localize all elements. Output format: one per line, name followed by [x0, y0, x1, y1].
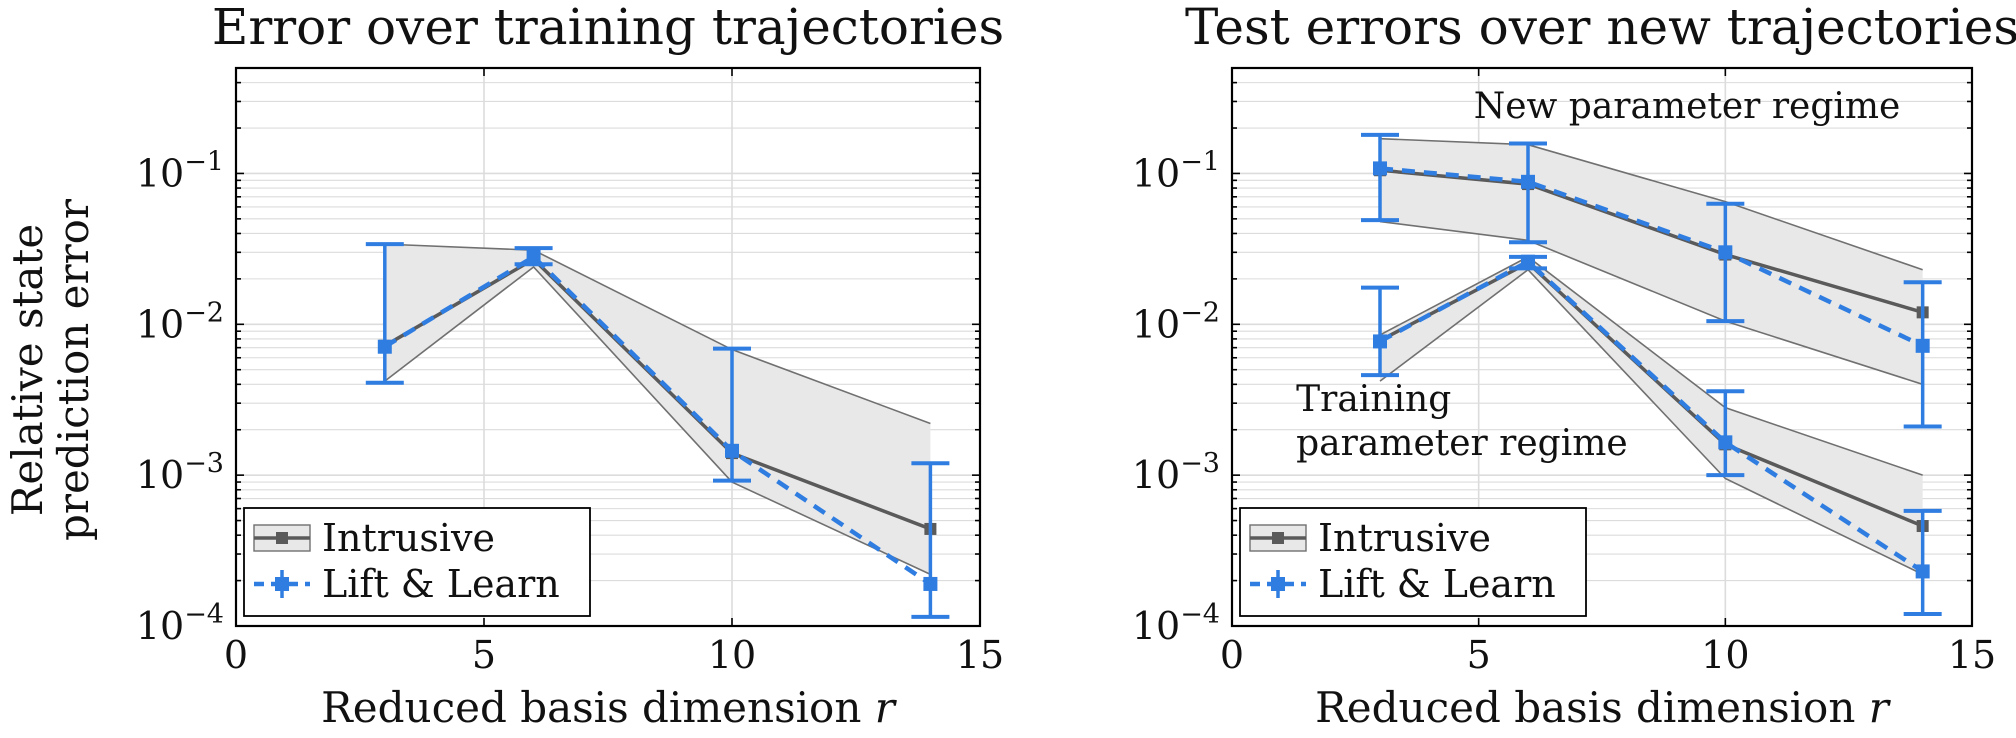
intrusive-band	[1380, 138, 1923, 385]
lift-learn-marker	[1718, 245, 1733, 260]
y-tick-label: 10−2	[136, 297, 224, 346]
lift-learn-line	[1379, 166, 1924, 348]
legend-intrusive-marker	[276, 532, 288, 544]
lift-learn-marker	[1915, 338, 1930, 353]
lift-learn-marker	[1521, 254, 1535, 269]
chart-title: Error over training trajectories	[212, 0, 1004, 56]
y-tick-label: 10−4	[136, 599, 224, 648]
intrusive-band-lower-edge	[1379, 220, 1923, 386]
chart-training: 10−4 10−3 10−2 10−1 0 5 10 15 Error over trainin…	[136, 0, 1004, 732]
chart-test: 10−4 10−3 10−2 10−1 0 5 10 15 Test errors over n…	[1132, 0, 2016, 732]
intrusive-band-upper-edge	[1379, 255, 1923, 476]
y-axis-label-line-2: prediction error	[49, 198, 98, 541]
lift-learn-marker	[923, 576, 938, 591]
lift-learn-marker	[725, 443, 739, 458]
legend-lift-learn-marker	[275, 577, 289, 591]
intrusive-band	[384, 244, 931, 575]
x-tick-label: 10	[708, 633, 756, 677]
legend-lift-learn-label: Lift & Learn	[322, 562, 560, 606]
lift-learn-marker	[1915, 564, 1930, 579]
lift-learn-marker	[1373, 161, 1387, 176]
x-tick-label: 0	[224, 633, 248, 677]
x-tick-label: 0	[1220, 633, 1244, 677]
lift-learn-marker	[526, 249, 541, 264]
y-tick-label: 10−4	[1132, 599, 1220, 648]
legend-lift-learn-marker	[1271, 577, 1285, 591]
x-tick-label: 10	[1701, 633, 1749, 677]
legend-lift-learn-label: Lift & Learn	[1318, 562, 1556, 606]
legend-intrusive-marker	[1272, 532, 1284, 544]
x-tick-label: 15	[956, 633, 1004, 677]
lift-learn-line	[1378, 258, 1924, 574]
x-tick-label: 15	[1948, 633, 1996, 677]
intrusive-band-upper-edge	[384, 243, 931, 425]
annotation-text: parameter regime	[1296, 423, 1628, 464]
lift-learn-marker	[1718, 435, 1733, 450]
x-tick-label: 5	[472, 633, 496, 677]
y-tick-label: 10−3	[1132, 448, 1220, 497]
y-axis-label-line-1: Relative state	[3, 224, 52, 516]
lift-learn-line	[383, 254, 932, 586]
lift-learn-marker	[1521, 174, 1535, 189]
legend-intrusive-label: Intrusive	[1318, 516, 1491, 560]
y-tick-label: 10−1	[136, 146, 224, 195]
intrusive-band-upper-edge	[1379, 137, 1923, 271]
x-tick-label: 5	[1467, 633, 1491, 677]
x-axis-label: Reduced basis dimension r	[1315, 683, 1892, 732]
x-axis-label: Reduced basis dimension r	[321, 683, 898, 732]
intrusive-line	[1379, 260, 1924, 528]
lift-learn-marker	[1373, 334, 1387, 349]
annotation-text: Training	[1296, 379, 1451, 420]
intrusive-band-lower-edge	[384, 265, 931, 576]
y-tick-label: 10−3	[136, 448, 224, 497]
intrusive-band	[1380, 256, 1923, 575]
y-tick-label: 10−2	[1132, 297, 1220, 346]
legend-intrusive-label: Intrusive	[322, 516, 495, 560]
lift-learn-marker	[377, 339, 392, 354]
annotation-text: New parameter regime	[1474, 86, 1901, 127]
y-tick-label: 10−1	[1132, 146, 1220, 195]
chart-title: Test errors over new trajectories	[1185, 0, 2016, 56]
intrusive-band-lower-edge	[1379, 268, 1924, 576]
